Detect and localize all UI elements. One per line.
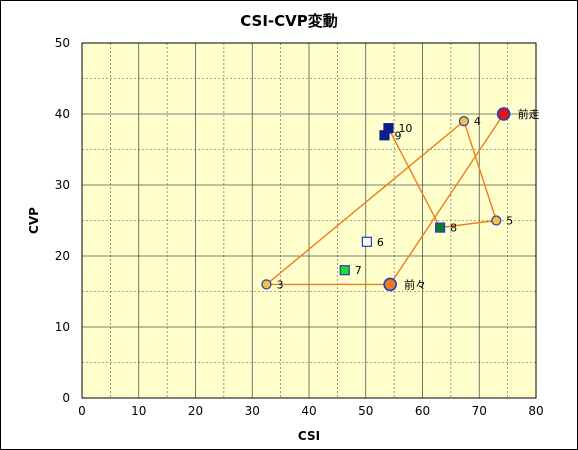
x-tick-label: 50 <box>358 404 373 418</box>
point-label: 前々 <box>404 277 426 291</box>
point-10-marker <box>383 123 394 134</box>
x-tick-label: 0 <box>78 404 86 418</box>
point-3-marker <box>261 279 272 290</box>
point-labels: 前々 前走 3 4 5 6 7 8 910 <box>276 107 539 291</box>
chart-title: CSI-CVP変動 <box>240 12 338 30</box>
point-6-marker <box>361 236 372 247</box>
point-label: 7 <box>355 264 362 277</box>
y-tick-label: 40 <box>55 107 70 121</box>
point-label: 9 <box>394 129 401 142</box>
point-label: 6 <box>377 236 384 249</box>
plot-border <box>81 42 537 399</box>
point-前走-marker <box>496 107 511 121</box>
point-label: 3 <box>276 278 283 291</box>
y-tick-label: 10 <box>55 320 70 334</box>
trajectory-segment <box>389 113 505 285</box>
point-4-marker <box>458 115 470 127</box>
point-label: 前走 <box>518 107 540 121</box>
trajectory-segment <box>387 127 441 228</box>
y-tick-label: 20 <box>55 249 70 263</box>
point-5-marker <box>491 215 502 226</box>
point-label: 10 <box>398 122 412 135</box>
y-tick-label: 50 <box>55 36 70 50</box>
x-tick-label: 10 <box>131 404 146 418</box>
grid <box>82 43 536 398</box>
point-7-marker <box>339 265 350 276</box>
point-前々-marker <box>383 277 397 292</box>
point-8-marker <box>434 222 446 233</box>
x-tick-label: 80 <box>528 404 543 418</box>
x-axis-label: CSI <box>298 429 320 443</box>
x-tick-labels: 0 10 20 30 40 50 60 70 80 <box>78 404 543 418</box>
x-tick-label: 30 <box>245 404 260 418</box>
y-tick-label: 0 <box>62 391 70 405</box>
trajectory-segment <box>440 219 497 229</box>
x-tick-label: 60 <box>415 404 430 418</box>
x-tick-label: 70 <box>472 404 487 418</box>
point-label: 4 <box>474 115 481 128</box>
x-tick-label: 40 <box>301 404 316 418</box>
point-label: 5 <box>506 215 513 228</box>
point-label: 8 <box>450 222 457 235</box>
trajectory-lines <box>265 113 505 286</box>
y-tick-label: 30 <box>55 178 70 192</box>
trajectory-segment <box>463 120 497 221</box>
trajectory-segment <box>265 120 465 285</box>
y-axis-label: CVP <box>27 207 41 234</box>
data-points <box>261 107 511 292</box>
y-tick-labels: 0 10 20 30 40 50 <box>55 36 70 405</box>
x-tick-label: 20 <box>188 404 203 418</box>
